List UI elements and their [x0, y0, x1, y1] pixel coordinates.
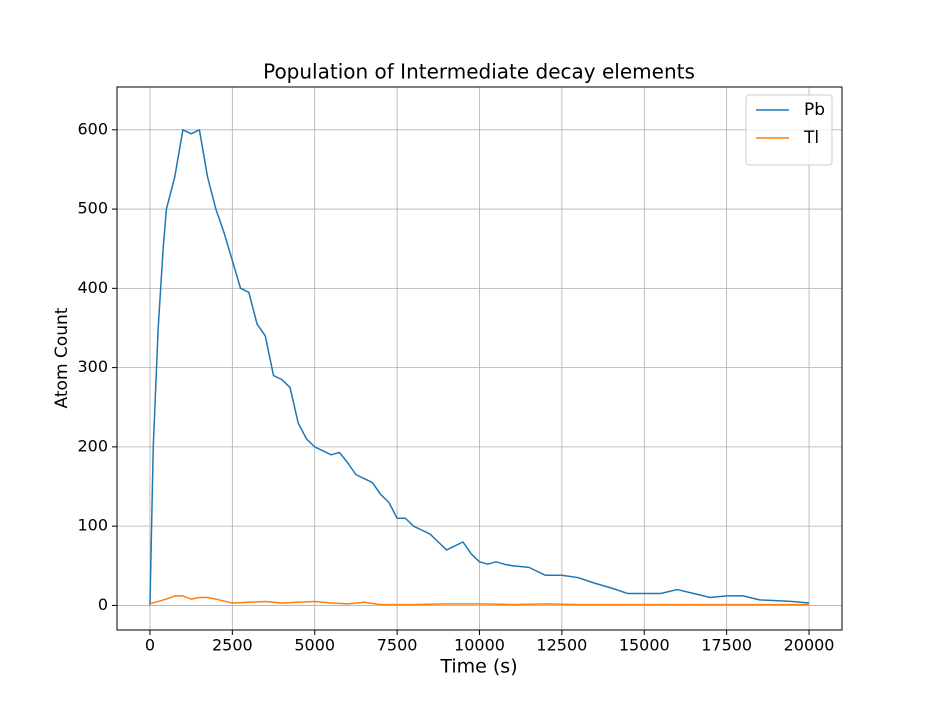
legend-label: Tl	[803, 128, 819, 148]
y-tick-label: 300	[77, 357, 108, 376]
y-tick-label: 100	[77, 516, 108, 535]
data-line	[149, 129, 810, 606]
chart-title: Population of Intermediate decay element…	[263, 60, 695, 84]
y-tick-label: 0	[98, 595, 108, 614]
x-axis-label: Time (s)	[439, 656, 517, 678]
legend-label: Pb	[804, 100, 825, 120]
legend-box	[745, 94, 833, 166]
x-tick-label: 2500	[212, 636, 253, 655]
y-axis-label: Atom Count	[52, 307, 72, 408]
y-tick-label: 600	[77, 119, 108, 138]
y-tick-label: 500	[77, 199, 108, 218]
x-tick-label: 20000	[784, 636, 835, 655]
y-tick-label: 200	[77, 436, 108, 455]
x-tick-label: 15000	[619, 636, 670, 655]
plot-frame	[116, 86, 843, 631]
x-tick-label: 5000	[294, 636, 335, 655]
y-tick-label: 400	[77, 278, 108, 297]
x-tick-label: 0	[145, 636, 155, 655]
data-line	[149, 595, 810, 606]
x-tick-label: 7500	[377, 636, 418, 655]
x-tick-label: 10000	[454, 636, 505, 655]
x-tick-label: 17500	[701, 636, 752, 655]
legend: Pb Tl	[745, 94, 833, 166]
x-tick-label: 12500	[536, 636, 587, 655]
